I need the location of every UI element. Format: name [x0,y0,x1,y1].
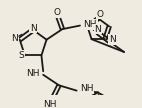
Text: N: N [30,24,36,33]
Text: N: N [11,34,18,43]
Text: NH: NH [83,20,97,29]
Text: NH: NH [26,69,40,78]
Text: N: N [94,25,101,34]
Text: O: O [54,8,61,17]
Text: NH: NH [43,100,57,108]
Text: N: N [109,35,116,44]
Text: S: S [18,51,24,60]
Text: NH: NH [80,84,94,93]
Text: O: O [97,10,104,19]
